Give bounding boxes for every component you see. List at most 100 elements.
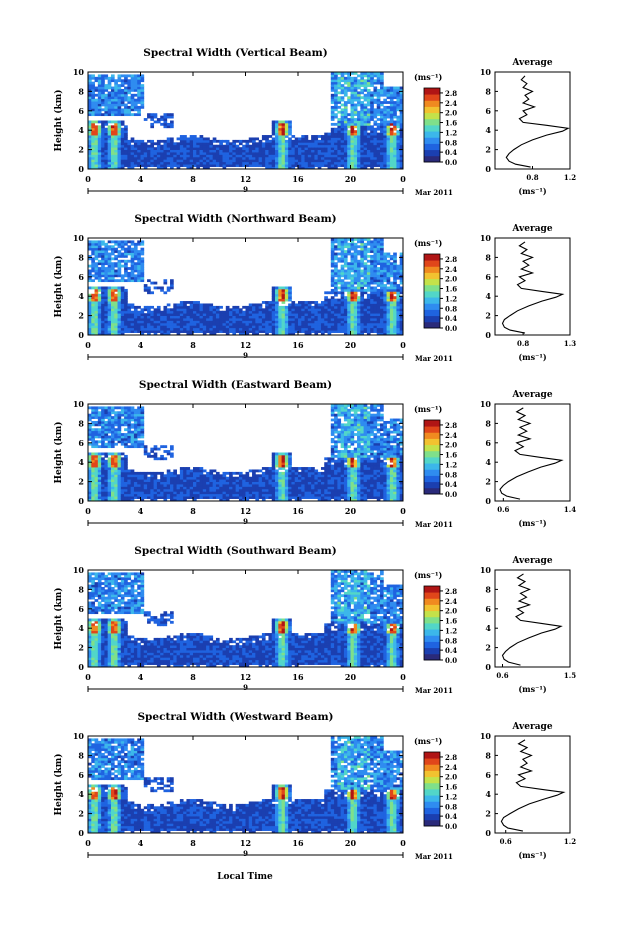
heatmap-cell (334, 98, 338, 102)
heatmap-cell (363, 254, 368, 258)
heatmap-cell (396, 161, 401, 165)
heatmap-cell (252, 308, 256, 312)
heatmap-cell (130, 76, 135, 80)
heatmap-cell (307, 149, 312, 153)
heatmap-cell (281, 120, 286, 124)
heatmap-cell (357, 74, 361, 78)
heatmap-cell (376, 240, 381, 244)
heatmap-cell (380, 250, 384, 253)
heatmap-cell (120, 486, 125, 490)
heatmap-cell (278, 298, 282, 302)
heatmap-cell (366, 72, 371, 75)
heatmap-cell (150, 479, 155, 482)
heatmap-cell (166, 452, 171, 456)
heatmap-cell (383, 259, 387, 263)
heatmap-cell (202, 156, 207, 160)
heatmap-cell (104, 242, 109, 246)
heatmap-cell (275, 125, 279, 129)
heatmap-cell (133, 101, 138, 104)
heatmap-cell (110, 147, 115, 150)
heatmap-cell (386, 291, 391, 295)
heatmap-cell (107, 469, 112, 473)
heatmap-cell (91, 274, 95, 278)
heatmap-cell (288, 156, 292, 160)
heatmap-cell (340, 320, 345, 324)
heatmap-cell (271, 164, 276, 167)
heatmap-cell (147, 310, 151, 314)
heatmap-cell (97, 147, 102, 150)
heatmap-cell (396, 125, 401, 129)
heatmap-cell (173, 496, 177, 499)
heatmap-cell (110, 330, 115, 333)
heatmap-cell (380, 315, 384, 319)
heatmap-cell (334, 327, 338, 331)
heatmap-cell (350, 305, 355, 309)
heatmap-cell (88, 293, 92, 297)
heatmap-cell (91, 293, 95, 297)
heatmap-cells (88, 72, 404, 170)
heatmap-cell (88, 488, 92, 492)
heatmap-cell (219, 149, 223, 153)
heatmap-cell (170, 315, 174, 319)
heatmap-cell (252, 137, 256, 141)
heatmap-cell (179, 144, 184, 148)
heatmap-cell (124, 435, 128, 439)
heatmap-cell (127, 496, 132, 499)
colorbar-swatch (424, 131, 440, 138)
heatmap-cell (383, 286, 387, 290)
heatmap-cell (130, 144, 135, 148)
heatmap-cell (137, 406, 141, 410)
heatmap-cell (114, 120, 118, 124)
heatmap-cell (311, 166, 315, 170)
heatmap-cell (258, 159, 263, 163)
heatmap-cell (163, 115, 168, 119)
heatmap-cell (363, 118, 368, 121)
heatmap-cell (173, 164, 177, 167)
heatmap-cell (363, 137, 368, 141)
heatmap-cell (334, 279, 338, 283)
heatmap-cell (127, 322, 132, 326)
heatmap-cell (186, 327, 191, 331)
heatmap-cell (337, 245, 342, 249)
heatmap-cell (170, 498, 174, 502)
heatmap-cell (360, 118, 365, 121)
heatmap-cell (143, 147, 148, 150)
heatmap-cell (147, 154, 151, 158)
heatmap-cell (380, 139, 384, 143)
heatmap-cell (170, 325, 174, 329)
heatmap-cell (380, 240, 384, 244)
heatmap-cell (130, 240, 135, 244)
average-frame (494, 71, 571, 170)
heatmap-cell (311, 327, 315, 331)
heatmap-cell (140, 262, 145, 266)
heatmap-cell (261, 325, 266, 329)
heatmap-cell (366, 298, 371, 302)
heatmap-cell (347, 327, 351, 331)
heatmap-cell (94, 411, 99, 415)
heatmap-cell (176, 154, 181, 158)
heatmap-cell (350, 161, 355, 165)
heatmap-cell (238, 318, 243, 321)
heatmap-cell (130, 274, 135, 278)
heatmap-cell (166, 318, 171, 321)
heatmap-cell (137, 259, 141, 263)
heatmap-cell (396, 93, 401, 97)
heatmap-cell (124, 252, 128, 256)
heatmap-cell (380, 262, 384, 266)
heatmap-cell (124, 437, 128, 441)
heatmap-cell (265, 308, 269, 312)
heatmap-cell (97, 428, 102, 432)
heatmap-cell (101, 442, 105, 446)
heatmap-cell (376, 267, 381, 270)
heatmap-cell (114, 298, 118, 302)
heatmap-cell (370, 315, 374, 319)
heatmap-cell (235, 320, 240, 324)
heatmap-cell (363, 166, 368, 170)
heatmap-cell (334, 301, 338, 304)
heatmap-cell (275, 122, 279, 126)
heatmap-cell (343, 135, 348, 138)
heatmap-cell (258, 320, 263, 324)
heatmap-cell (373, 286, 378, 290)
heatmap-cell (393, 264, 397, 268)
heatmap-cell (393, 271, 397, 275)
